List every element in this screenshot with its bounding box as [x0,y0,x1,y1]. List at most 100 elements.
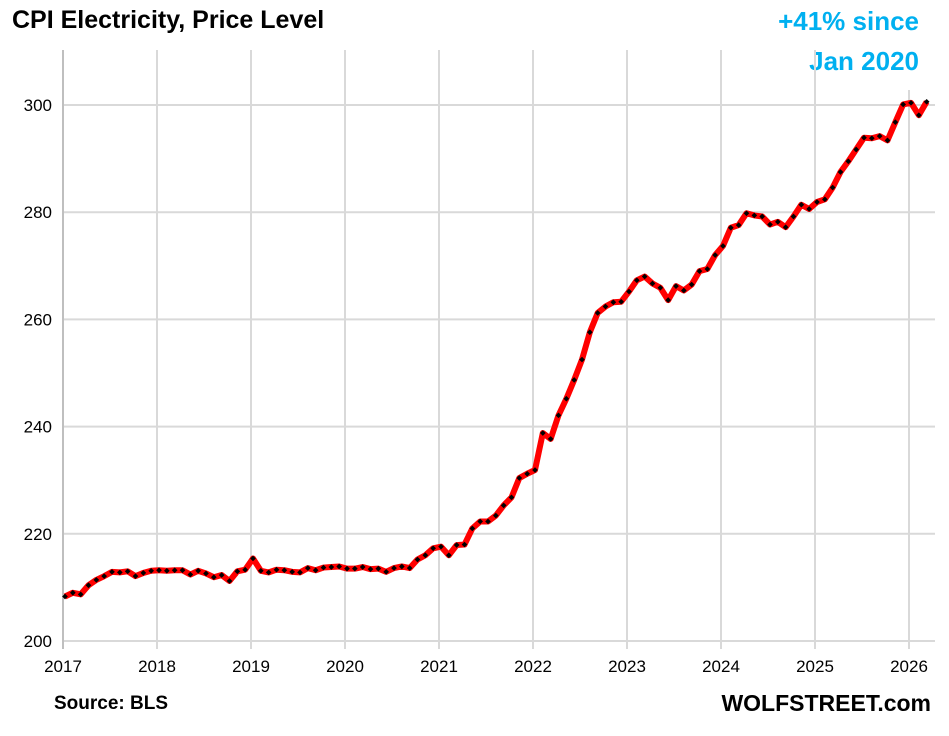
data-point-marker [555,412,562,419]
data-point-marker [524,470,530,477]
data-point-marker [900,101,906,108]
data-point-marker [422,552,429,559]
data-point-marker [406,565,413,571]
data-point-marker [728,224,734,231]
data-point-marker [101,573,107,579]
data-point-marker [759,213,765,220]
data-point-marker [829,184,836,191]
data-point-marker [681,287,687,294]
x-tick-label: 2017 [44,657,82,676]
data-point-marker [446,552,452,559]
data-point-marker [485,518,491,525]
data-point-marker [782,224,789,231]
data-point-marker [211,574,217,581]
data-point-marker [775,219,781,225]
data-point-marker [845,158,852,165]
data-point-marker [563,395,570,402]
data-point-marker [641,273,648,280]
x-tick-label: 2018 [138,657,176,676]
data-point-marker [140,570,147,576]
data-point-marker [77,591,84,598]
data-point-marker [234,568,241,575]
data-point-marker [720,243,726,249]
y-tick-label: 260 [24,310,52,329]
data-point-marker [869,135,875,142]
x-tick-label: 2023 [608,657,646,676]
data-point-marker [399,563,405,570]
data-point-marker [798,201,805,208]
data-point-marker [164,567,170,574]
data-point-marker [203,570,209,577]
data-point-marker [336,563,342,570]
data-point-marker [743,210,750,217]
brand-label: WOLFSTREET.com [721,690,931,716]
data-point-marker [587,329,593,336]
data-point-marker [187,571,194,578]
data-point-marker [861,134,867,141]
data-point-marker [70,589,76,596]
data-point-marker [195,567,201,574]
data-point-marker [312,567,319,574]
data-point-marker [508,494,515,501]
data-point-marker [328,564,335,570]
data-point-marker [179,567,186,574]
data-point-marker [414,556,421,563]
data-point-marker [618,298,624,305]
data-point-marker [594,310,601,316]
data-point-marker [117,569,123,576]
data-point-marker [226,578,233,584]
data-point-marker [281,567,288,574]
data-point-marker [391,565,397,571]
data-point-marker [493,512,499,519]
data-point-marker [610,299,617,306]
data-point-marker [250,555,256,562]
data-point-marker [305,565,311,571]
y-tick-label: 240 [24,418,52,437]
data-point-marker [469,525,476,532]
x-tick-label: 2026 [890,657,928,676]
data-point-marker [461,541,468,548]
data-point-marker [876,133,883,139]
data-point-marker [500,502,507,509]
data-point-marker [767,221,773,228]
data-point-marker [320,564,327,571]
x-tick-label: 2021 [420,657,458,676]
data-point-marker [516,475,523,481]
data-point-marker [109,569,115,575]
data-point-marker [696,268,703,274]
data-point-marker [273,566,280,573]
data-point-marker [477,518,483,525]
data-point-marker [814,199,820,205]
data-point-marker [657,284,664,291]
x-tick-label: 2019 [232,657,270,676]
data-point-marker [673,283,679,289]
annotation-line-1: +41% since [778,6,919,36]
data-point-marker [547,436,554,442]
data-point-marker [837,169,844,175]
data-point-marker [532,467,538,473]
data-point-marker [571,377,577,383]
data-point-marker [751,212,758,219]
data-point-marker [148,567,154,574]
data-point-marker [438,543,444,550]
y-tick-label: 280 [24,203,52,222]
data-point-marker [93,577,100,583]
data-point-marker [289,569,295,575]
data-point-marker [790,213,797,220]
data-point-marker [634,277,640,284]
data-point-marker [688,281,695,288]
data-point-marker [375,565,382,572]
data-point-marker [242,566,248,573]
data-point-marker [908,100,914,106]
data-point-marker [649,280,656,287]
y-tick-label: 200 [24,632,52,651]
data-point-marker [704,266,711,272]
data-point-marker [892,119,899,125]
data-point-marker [665,297,671,303]
data-point-marker [453,542,460,548]
x-tick-label: 2022 [514,657,552,676]
data-point-marker [218,572,225,578]
data-point-marker [735,222,742,228]
data-point-marker [265,569,272,576]
